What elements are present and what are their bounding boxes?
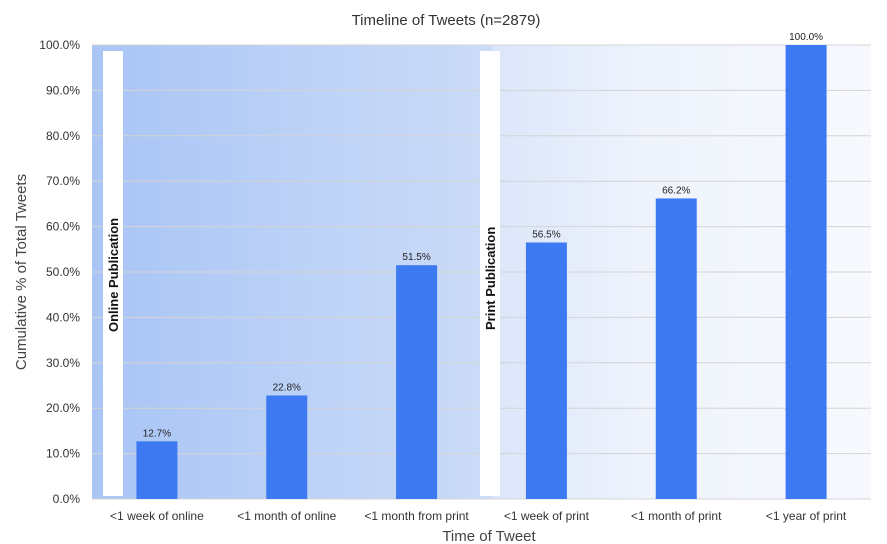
y-axis-title: Cumulative % of Total Tweets: [13, 174, 30, 370]
data-labels: 12.7% 22.8% 51.5% 56.5% 66.2% 100.0%: [143, 32, 823, 439]
x-tick-label: <1 month of print: [631, 509, 722, 523]
x-tick-label: <1 year of print: [766, 509, 847, 523]
y-tick-label: 90.0%: [46, 83, 80, 97]
chart-title: Timeline of Tweets (n=2879): [352, 12, 541, 29]
bar: [266, 395, 308, 499]
bars: [136, 45, 827, 500]
y-tick-label: 50.0%: [46, 265, 80, 279]
x-tick-label: <1 month from print: [364, 509, 469, 523]
online-publication-marker: [103, 51, 123, 496]
y-tick-label: 60.0%: [46, 220, 80, 234]
data-label: 22.8%: [273, 382, 301, 393]
y-tick-label: 0.0%: [53, 492, 81, 506]
data-label: 66.2%: [662, 185, 690, 196]
data-label: 12.7%: [143, 428, 171, 439]
data-label: 56.5%: [532, 229, 560, 240]
data-label: 100.0%: [789, 32, 823, 43]
y-tick-label: 30.0%: [46, 356, 80, 370]
y-tick-label: 10.0%: [46, 447, 80, 461]
y-tick-label: 100.0%: [39, 38, 80, 52]
y-tick-label: 20.0%: [46, 401, 80, 415]
y-tick-label: 40.0%: [46, 310, 80, 324]
print-publication-label: Print Publication: [483, 227, 498, 330]
print-publication-marker: [480, 51, 500, 496]
y-axis-ticks: 0.0% 10.0% 20.0% 30.0% 40.0% 50.0% 60.0% 70.0% 8…: [39, 38, 80, 506]
bar: [785, 45, 827, 499]
bar: [136, 441, 178, 499]
x-axis-ticks: <1 week of online <1 month of online <1 mo…: [110, 509, 847, 523]
bar: [525, 242, 567, 500]
online-publication-label: Online Publication: [106, 218, 121, 332]
y-tick-label: 70.0%: [46, 174, 80, 188]
bar: [655, 198, 697, 499]
data-label: 51.5%: [402, 252, 430, 263]
y-tick-label: 80.0%: [46, 129, 80, 143]
bar: [396, 265, 438, 499]
x-tick-label: <1 week of online: [110, 509, 204, 523]
x-axis-title: Time of Tweet: [442, 528, 536, 544]
x-tick-label: <1 week of print: [504, 509, 590, 523]
x-tick-label: <1 month of online: [237, 509, 336, 523]
